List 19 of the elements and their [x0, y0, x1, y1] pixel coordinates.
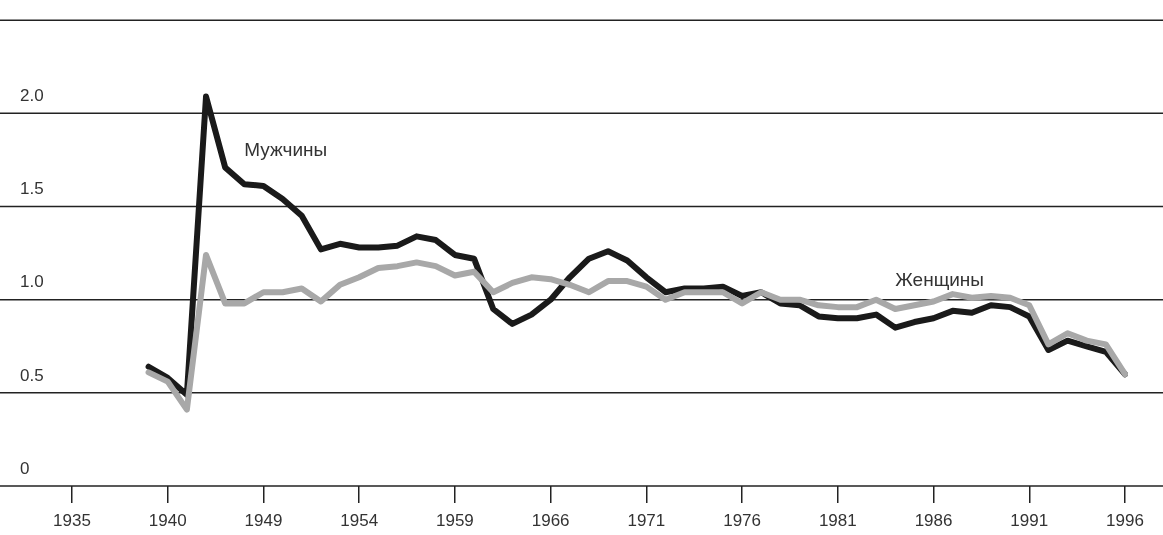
- x-tick-label: 1991: [1010, 510, 1049, 530]
- y-tick-label: 2.0: [20, 86, 44, 106]
- y-tick-label: 1.0: [20, 272, 44, 292]
- x-tick-label: 1959: [436, 510, 474, 530]
- series-label: Мужчины: [244, 138, 328, 160]
- x-tick-label: 1949: [244, 510, 283, 530]
- x-tick-label: 1996: [1106, 510, 1144, 530]
- x-tick-label: 1966: [531, 510, 570, 530]
- x-tick-label: 1976: [723, 510, 761, 530]
- series-label: Женщины: [895, 269, 985, 291]
- x-tick-label: 1971: [627, 510, 666, 530]
- y-tick-label: 0: [20, 458, 30, 478]
- y-tick-label: 0.5: [20, 365, 44, 385]
- x-tick-label: 1986: [914, 510, 953, 530]
- x-tick-label: 1954: [340, 510, 379, 530]
- x-tick-label: 1935: [53, 510, 91, 530]
- x-tick-label: 1981: [818, 510, 857, 530]
- y-tick-label: 1.5: [20, 179, 44, 199]
- x-tick-label: 1940: [148, 510, 187, 530]
